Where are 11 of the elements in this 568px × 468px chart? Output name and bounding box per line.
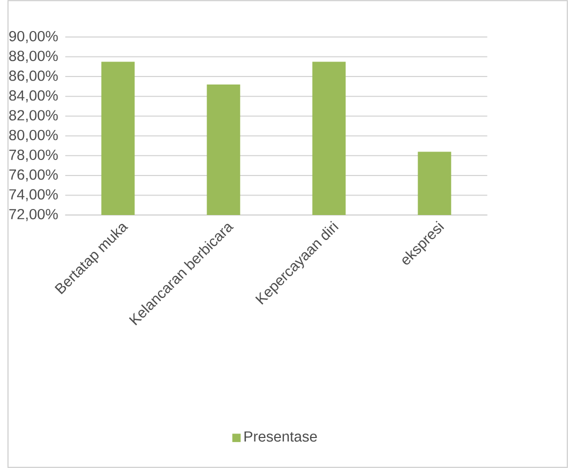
- y-tick-label: 74,00%: [9, 189, 58, 202]
- legend-label: Presentase: [244, 431, 317, 442]
- y-tick-label: 82,00%: [9, 110, 58, 122]
- y-tick-label: 90,00%: [9, 30, 58, 44]
- y-tick-label: 78,00%: [9, 150, 58, 162]
- y-tick-label: 86,00%: [9, 70, 58, 83]
- y-tick-label: 72,00%: [9, 208, 58, 222]
- y-tick-label: 88,00%: [9, 50, 58, 63]
- y-tick-label: 80,00%: [9, 130, 58, 142]
- y-tick-label: 76,00%: [9, 169, 58, 182]
- y-tick-label: 84,00%: [9, 90, 58, 102]
